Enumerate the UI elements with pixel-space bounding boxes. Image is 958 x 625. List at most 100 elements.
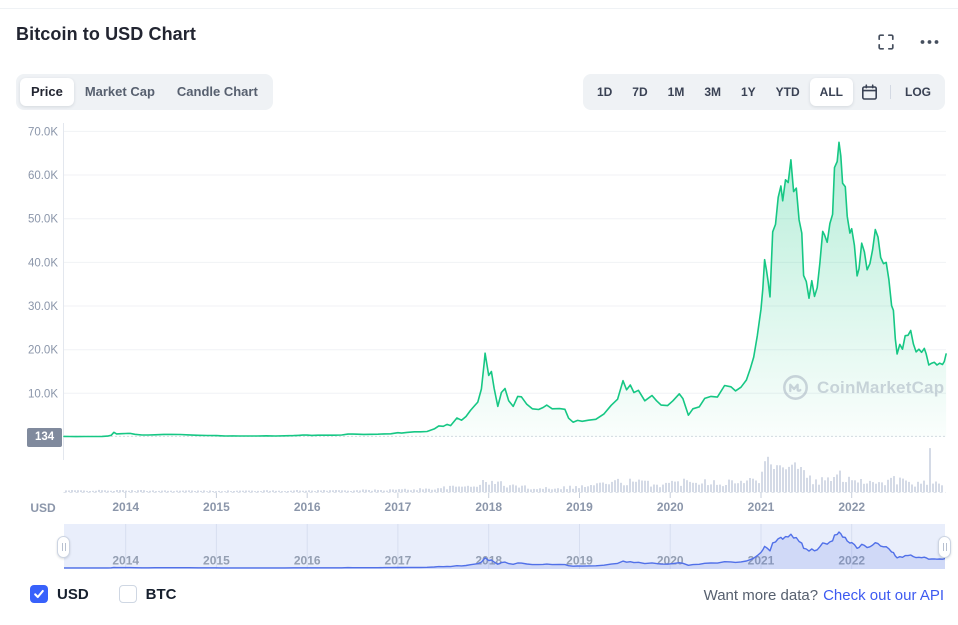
x-axis-tick-label: 2018 bbox=[475, 500, 502, 514]
volume-bar bbox=[722, 486, 724, 492]
volume-bar bbox=[728, 479, 730, 492]
page-title: Bitcoin to USD Chart bbox=[16, 24, 196, 44]
volume-bar bbox=[842, 481, 844, 492]
volume-bar bbox=[104, 490, 106, 492]
currency-toggles: USD BTC bbox=[30, 585, 177, 603]
volume-bar bbox=[272, 490, 274, 492]
btc-toggle[interactable]: BTC bbox=[118, 585, 177, 603]
volume-bar bbox=[470, 486, 472, 492]
volume-bar bbox=[617, 478, 619, 492]
navigator-year-label: 2017 bbox=[385, 554, 412, 568]
volume-bar bbox=[845, 482, 847, 492]
volume-bar bbox=[461, 486, 463, 492]
volume-bar bbox=[236, 490, 238, 492]
tab-candle-chart[interactable]: Candle Chart bbox=[166, 78, 269, 106]
more-options-button[interactable] bbox=[917, 31, 942, 53]
volume-bar bbox=[410, 490, 412, 492]
volume-bar bbox=[395, 489, 397, 492]
volume-bar bbox=[767, 456, 769, 492]
volume-bar bbox=[851, 480, 853, 492]
volume-bar bbox=[905, 480, 907, 492]
range-1d[interactable]: 1D bbox=[587, 78, 622, 106]
volume-bar bbox=[899, 477, 901, 492]
range-all[interactable]: ALL bbox=[809, 78, 853, 106]
volume-bar bbox=[755, 480, 757, 492]
volume-bar bbox=[743, 483, 745, 492]
usd-checkbox[interactable] bbox=[30, 585, 48, 603]
volume-bar bbox=[287, 491, 289, 492]
volume-bar bbox=[413, 489, 415, 492]
volume-bar bbox=[71, 490, 73, 492]
range-1y[interactable]: 1Y bbox=[731, 78, 766, 106]
volume-bar bbox=[548, 488, 550, 492]
volume-bar bbox=[536, 489, 538, 492]
volume-bar bbox=[593, 485, 595, 492]
volume-bar bbox=[497, 481, 499, 492]
volume-bar bbox=[782, 467, 784, 492]
navigator-right-handle[interactable] bbox=[938, 535, 951, 558]
log-scale-button[interactable]: LOG bbox=[895, 78, 941, 106]
usd-toggle[interactable]: USD bbox=[30, 585, 89, 603]
price-chart[interactable]: 70.0K 60.0K 50.0K 40.0K 30.0K 20.0K 10.0K 2014 2… bbox=[0, 115, 958, 524]
usd-toggle-label: USD bbox=[57, 585, 89, 603]
volume-bar bbox=[155, 491, 157, 492]
volume-bar bbox=[866, 483, 868, 492]
calendar-icon bbox=[861, 83, 877, 100]
fullscreen-button[interactable] bbox=[875, 31, 897, 53]
volume-bar bbox=[467, 485, 469, 492]
range-ytd[interactable]: YTD bbox=[766, 78, 810, 106]
range-3m[interactable]: 3M bbox=[694, 78, 731, 106]
volume-bar bbox=[326, 490, 328, 492]
btc-toggle-label: BTC bbox=[145, 585, 177, 603]
tab-market-cap[interactable]: Market Cap bbox=[74, 78, 166, 106]
date-picker-button[interactable] bbox=[853, 80, 886, 105]
range-7d[interactable]: 7D bbox=[622, 78, 657, 106]
btc-checkbox[interactable] bbox=[118, 585, 137, 603]
volume-bar bbox=[878, 482, 880, 492]
volume-bar bbox=[902, 478, 904, 492]
volume-bar bbox=[752, 478, 754, 492]
volume-bar bbox=[521, 485, 523, 492]
volume-bar bbox=[554, 488, 556, 492]
y-axis-tick-label: 40.0K bbox=[28, 257, 58, 269]
volume-bar bbox=[92, 490, 94, 492]
volume-bar bbox=[686, 480, 688, 492]
x-axis-tick-label: 2022 bbox=[838, 500, 865, 514]
api-callout: Want more data? Check out our API bbox=[704, 587, 944, 604]
navigator-left-handle[interactable] bbox=[57, 535, 70, 558]
volume-bar bbox=[641, 480, 643, 492]
volume-bar bbox=[719, 484, 721, 492]
volume-bar bbox=[770, 464, 772, 492]
volume-bar bbox=[128, 490, 130, 492]
volume-bar bbox=[479, 484, 481, 492]
volume-bar bbox=[893, 476, 895, 492]
volume-bar bbox=[65, 490, 67, 492]
volume-bar bbox=[83, 490, 85, 492]
volume-bar bbox=[296, 490, 298, 492]
volume-bar bbox=[230, 491, 232, 492]
volume-bar bbox=[251, 490, 253, 492]
tab-price[interactable]: Price bbox=[20, 78, 74, 106]
volume-bar bbox=[848, 476, 850, 492]
grip-icon bbox=[61, 542, 63, 551]
volume-bar bbox=[506, 487, 508, 492]
x-axis-tick-label: 2014 bbox=[112, 500, 139, 514]
volume-bar bbox=[122, 490, 124, 492]
volume-bar bbox=[704, 479, 706, 492]
volume-bar bbox=[134, 491, 136, 492]
volume-bar bbox=[701, 483, 703, 492]
volume-bar bbox=[164, 490, 166, 492]
volume-bar bbox=[524, 485, 526, 492]
x-axis-tick-label: 2015 bbox=[203, 500, 230, 514]
volume-bar bbox=[308, 490, 310, 492]
volume-bar bbox=[245, 490, 247, 492]
api-link[interactable]: Check out our API bbox=[823, 587, 944, 604]
volume-bar bbox=[656, 484, 658, 492]
volume-bar bbox=[449, 485, 451, 492]
volume-bar bbox=[353, 490, 355, 492]
volume-bar bbox=[935, 481, 937, 492]
volume-bar bbox=[533, 488, 535, 492]
range-1m[interactable]: 1M bbox=[658, 78, 695, 106]
volume-bar bbox=[542, 488, 544, 492]
